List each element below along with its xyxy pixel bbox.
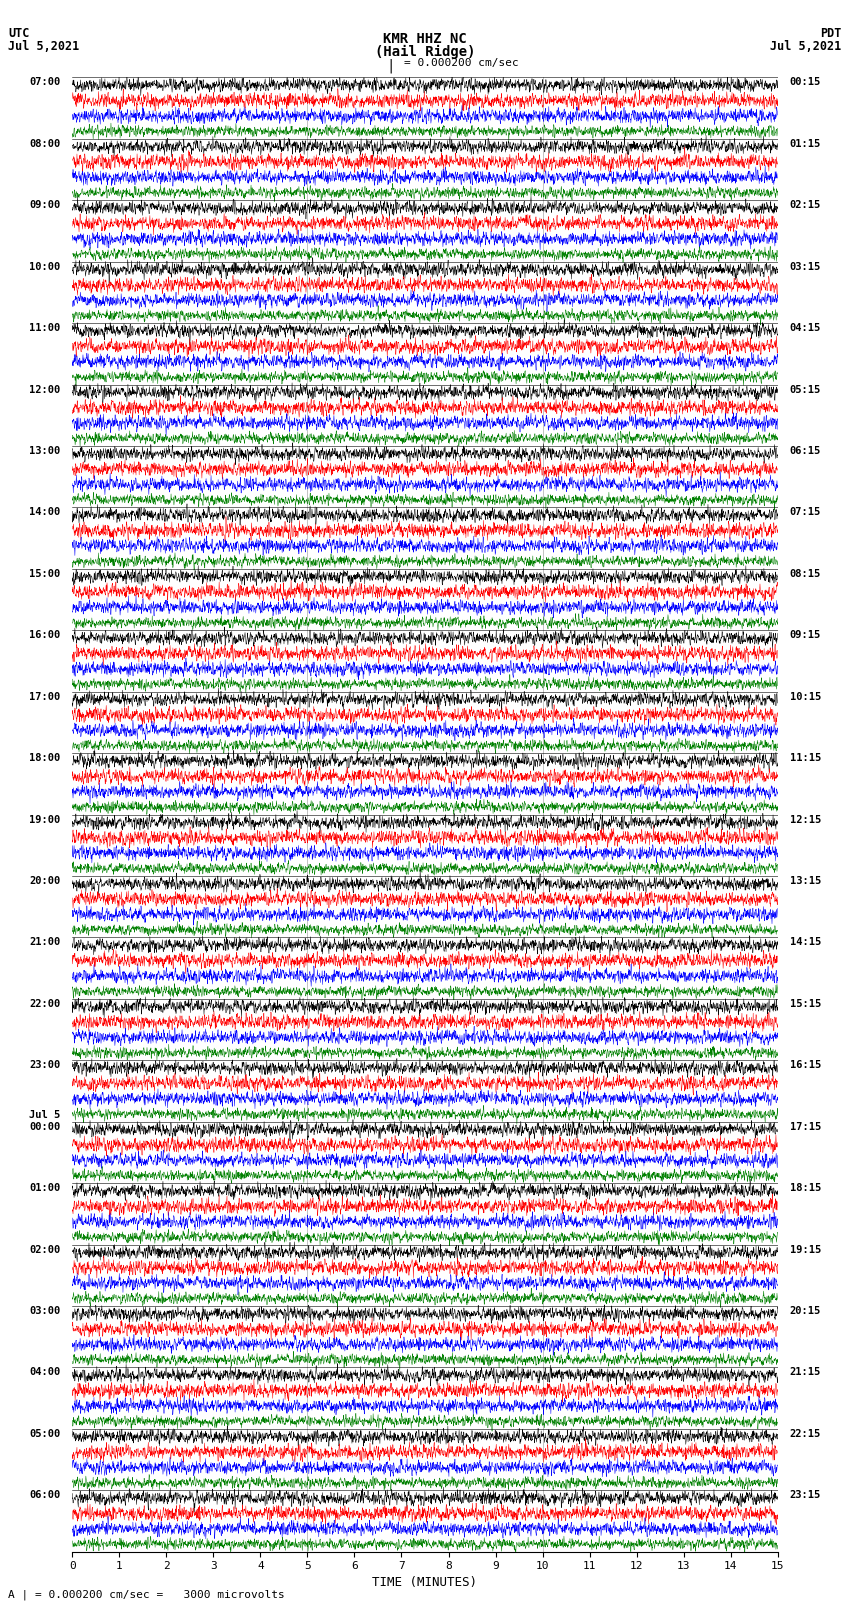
Text: A | = 0.000200 cm/sec =   3000 microvolts: A | = 0.000200 cm/sec = 3000 microvolts bbox=[8, 1589, 286, 1600]
Text: 17:00: 17:00 bbox=[29, 692, 60, 702]
Text: 01:00: 01:00 bbox=[29, 1184, 60, 1194]
Text: 09:00: 09:00 bbox=[29, 200, 60, 210]
Text: 19:00: 19:00 bbox=[29, 815, 60, 824]
Text: 03:00: 03:00 bbox=[29, 1307, 60, 1316]
Text: 16:15: 16:15 bbox=[790, 1060, 821, 1071]
Text: Jul 5,2021: Jul 5,2021 bbox=[8, 40, 80, 53]
Text: 07:00: 07:00 bbox=[29, 77, 60, 87]
Text: Jul 5: Jul 5 bbox=[29, 1110, 60, 1119]
Text: (Hail Ridge): (Hail Ridge) bbox=[375, 45, 475, 60]
Text: 06:15: 06:15 bbox=[790, 447, 821, 456]
Text: |: | bbox=[387, 58, 395, 73]
Text: 03:15: 03:15 bbox=[790, 261, 821, 271]
Text: 08:15: 08:15 bbox=[790, 569, 821, 579]
Text: 16:00: 16:00 bbox=[29, 631, 60, 640]
Text: 02:00: 02:00 bbox=[29, 1245, 60, 1255]
Text: 14:00: 14:00 bbox=[29, 508, 60, 518]
Text: PDT: PDT bbox=[820, 27, 842, 40]
Text: 07:15: 07:15 bbox=[790, 508, 821, 518]
Text: 20:00: 20:00 bbox=[29, 876, 60, 886]
Text: 05:15: 05:15 bbox=[790, 384, 821, 395]
Text: 21:00: 21:00 bbox=[29, 937, 60, 947]
Text: 19:15: 19:15 bbox=[790, 1245, 821, 1255]
Text: 20:15: 20:15 bbox=[790, 1307, 821, 1316]
Text: 09:15: 09:15 bbox=[790, 631, 821, 640]
Text: 12:15: 12:15 bbox=[790, 815, 821, 824]
Text: 08:00: 08:00 bbox=[29, 139, 60, 148]
Text: 01:15: 01:15 bbox=[790, 139, 821, 148]
Text: 18:15: 18:15 bbox=[790, 1184, 821, 1194]
Text: 17:15: 17:15 bbox=[790, 1121, 821, 1132]
Text: 12:00: 12:00 bbox=[29, 384, 60, 395]
Text: 15:00: 15:00 bbox=[29, 569, 60, 579]
Text: 11:00: 11:00 bbox=[29, 323, 60, 334]
Text: KMR HHZ NC: KMR HHZ NC bbox=[383, 32, 467, 47]
Text: = 0.000200 cm/sec: = 0.000200 cm/sec bbox=[404, 58, 518, 68]
X-axis label: TIME (MINUTES): TIME (MINUTES) bbox=[372, 1576, 478, 1589]
Text: 04:00: 04:00 bbox=[29, 1368, 60, 1378]
Text: 13:00: 13:00 bbox=[29, 447, 60, 456]
Text: 02:15: 02:15 bbox=[790, 200, 821, 210]
Text: Jul 5,2021: Jul 5,2021 bbox=[770, 40, 842, 53]
Text: 18:00: 18:00 bbox=[29, 753, 60, 763]
Text: 06:00: 06:00 bbox=[29, 1490, 60, 1500]
Text: 23:00: 23:00 bbox=[29, 1060, 60, 1071]
Text: 22:00: 22:00 bbox=[29, 998, 60, 1008]
Text: 10:15: 10:15 bbox=[790, 692, 821, 702]
Text: 13:15: 13:15 bbox=[790, 876, 821, 886]
Text: UTC: UTC bbox=[8, 27, 30, 40]
Text: 10:00: 10:00 bbox=[29, 261, 60, 271]
Text: 22:15: 22:15 bbox=[790, 1429, 821, 1439]
Text: 15:15: 15:15 bbox=[790, 998, 821, 1008]
Text: 04:15: 04:15 bbox=[790, 323, 821, 334]
Text: 00:00: 00:00 bbox=[29, 1121, 60, 1132]
Text: 00:15: 00:15 bbox=[790, 77, 821, 87]
Text: 11:15: 11:15 bbox=[790, 753, 821, 763]
Text: 14:15: 14:15 bbox=[790, 937, 821, 947]
Text: 23:15: 23:15 bbox=[790, 1490, 821, 1500]
Text: 21:15: 21:15 bbox=[790, 1368, 821, 1378]
Text: 05:00: 05:00 bbox=[29, 1429, 60, 1439]
